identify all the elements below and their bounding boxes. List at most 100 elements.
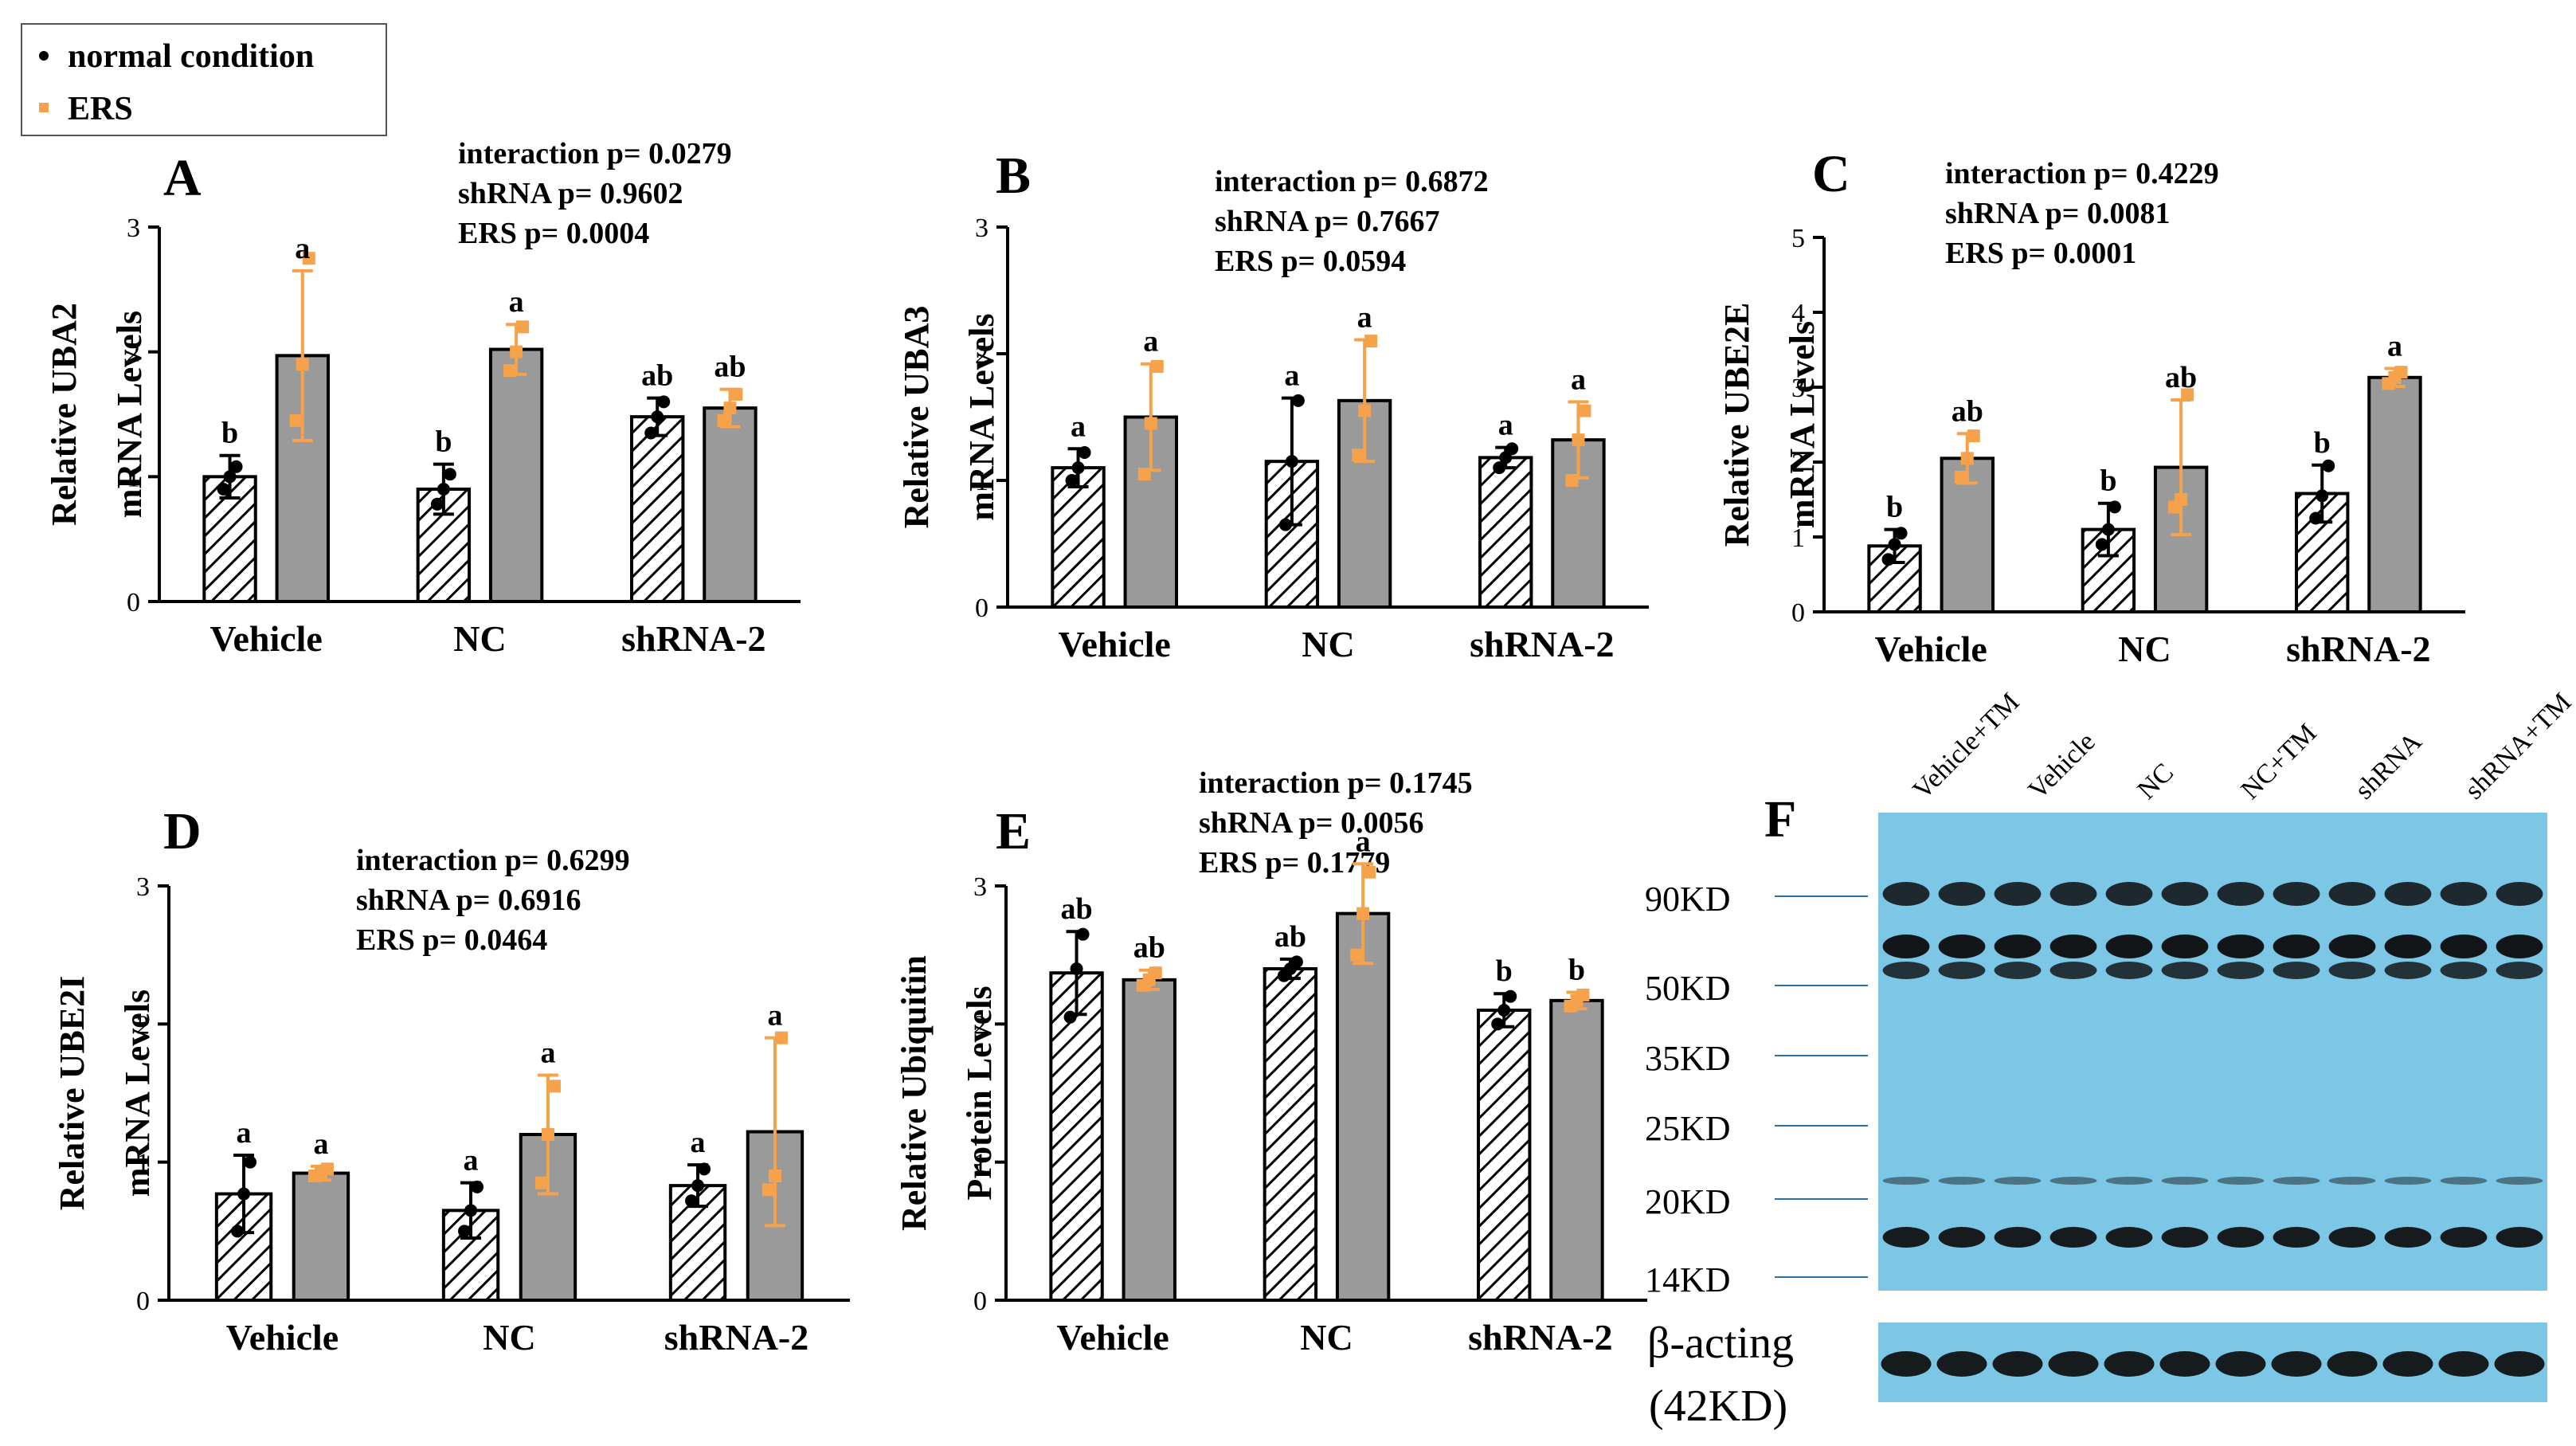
point-e-normal-1-2 [1290,955,1303,969]
y-tick-label-a-3: 3 [127,214,140,243]
band-lane-11-3 [2496,1177,2543,1185]
point-a-normal-2-0 [644,426,658,440]
bar-c-ers-2 [2367,375,2422,613]
x-tick-label-e-2: shRNA-2 [1468,1317,1612,1358]
band-lane-7-0 [2273,882,2320,906]
band-lane-9-0 [2384,882,2432,906]
point-a-ers-1-0 [503,364,517,378]
y-axis-label-a-2: mRNA Levels [110,311,149,518]
point-e-normal-0-2 [1076,927,1090,941]
x-tick-label-b-0: Vehicle [1058,624,1170,664]
sig-letter-e-ers-2: b [1568,953,1585,986]
band-lane-6-1 [2217,935,2265,958]
point-b-normal-1-2 [1291,394,1305,407]
x-tick-label-a-2: shRNA-2 [621,618,765,659]
band-lane-9-3 [2384,1177,2432,1185]
panel-label-a: A [163,149,202,207]
sig-letter-a-ers-1: a [509,285,524,319]
point-a-normal-2-1 [651,410,664,424]
point-b-normal-1-1 [1285,455,1298,468]
stats-line-a-0: interaction p= 0.0279 [458,137,732,170]
y-tick-label-e-0: 0 [973,1287,987,1316]
band-lane-2-4 [1994,1227,2042,1248]
y-tick-label-b-0: 0 [975,594,989,623]
sig-letter-e-normal-1: ab [1274,920,1306,954]
y-tick-label-b-1: 1 [975,467,989,496]
band-lane-8-2 [2328,962,2376,979]
point-a-normal-1-2 [443,468,456,481]
sig-letter-c-ers-1: ab [2165,361,2197,394]
sig-letter-d-normal-0: a [237,1116,252,1150]
bar-a-normal-2 [630,415,685,604]
point-e-normal-0-0 [1063,1010,1077,1024]
band-lane-1-2 [1938,962,1986,979]
x-tick-label-a-0: Vehicle [209,618,322,659]
marker-label-4: 20KD [1645,1182,1731,1221]
band-lane-5-3 [2161,1177,2209,1185]
band-lane-10-3 [2440,1177,2488,1185]
beta-actin-membrane [1878,1323,2547,1402]
point-c-normal-0-1 [1888,538,1901,551]
x-tick-label-b-2: shRNA-2 [1470,624,1614,664]
band-lane-8-0 [2328,882,2376,906]
point-d-normal-1-1 [464,1204,478,1217]
point-d-normal-1-0 [458,1225,472,1238]
sig-letter-d-ers-0: a [313,1127,328,1161]
band-lane-7-4 [2273,1227,2320,1248]
lane-label-0: Vehicle+TM [1907,688,2025,805]
band-lane-11-2 [2496,962,2543,979]
point-e-normal-2-2 [1504,989,1517,1003]
point-d-normal-0-0 [231,1225,245,1238]
beta-band-lane-9 [2382,1351,2433,1377]
sig-letter-a-ers-2: ab [714,351,746,384]
beta-band-lane-7 [2271,1351,2322,1377]
band-lane-6-3 [2217,1177,2265,1185]
bar-a-ers-0 [275,354,330,603]
point-a-normal-1-0 [430,497,444,511]
point-b-normal-0-2 [1078,446,1091,460]
band-lane-8-1 [2328,935,2376,958]
point-b-ers-0-0 [1137,468,1151,481]
sig-letter-d-normal-1: a [464,1144,479,1178]
point-a-normal-2-2 [657,395,671,409]
sig-letter-d-normal-2: a [691,1126,706,1159]
band-lane-0-3 [1882,1177,1930,1185]
lane-label-1: Vehicle [2022,727,2100,805]
point-c-normal-1-0 [2095,538,2108,551]
sig-letter-b-normal-2: a [1498,409,1513,442]
y-tick-label-e-3: 3 [973,872,987,902]
point-b-ers-1-1 [1358,404,1372,417]
point-c-normal-2-2 [2322,459,2335,472]
y-tick-label-d-1: 1 [136,1149,150,1178]
point-b-ers-2-2 [1578,404,1591,417]
point-e-ers-0-2 [1149,966,1162,980]
marker-label-5: 14KD [1645,1260,1731,1299]
marker-label-0: 90KD [1645,880,1731,919]
blot-membrane [1878,813,2547,1291]
y-tick-label-b-3: 3 [975,214,989,243]
lane-label-2: NC [2132,758,2179,805]
panel-label-e: E [996,802,1031,860]
y-tick-label-c-2: 2 [1791,449,1805,478]
beta-band-lane-3 [2048,1351,2099,1377]
sig-letter-e-normal-0: ab [1060,892,1092,926]
band-lane-10-1 [2440,935,2488,958]
beta-band-lane-1 [1936,1351,1987,1377]
beta-band-lane-0 [1881,1351,1932,1377]
band-lane-4-1 [2105,935,2153,958]
sig-letter-e-ers-1: a [1356,825,1371,858]
band-lane-0-4 [1882,1227,1930,1248]
band-lane-11-0 [2496,882,2543,906]
point-b-normal-0-0 [1065,474,1079,487]
band-lane-1-3 [1938,1177,1986,1185]
band-lane-8-4 [2328,1227,2376,1248]
point-a-ers-2-2 [730,387,743,401]
band-lane-5-2 [2161,962,2209,979]
point-a-ers-0-0 [289,413,303,427]
